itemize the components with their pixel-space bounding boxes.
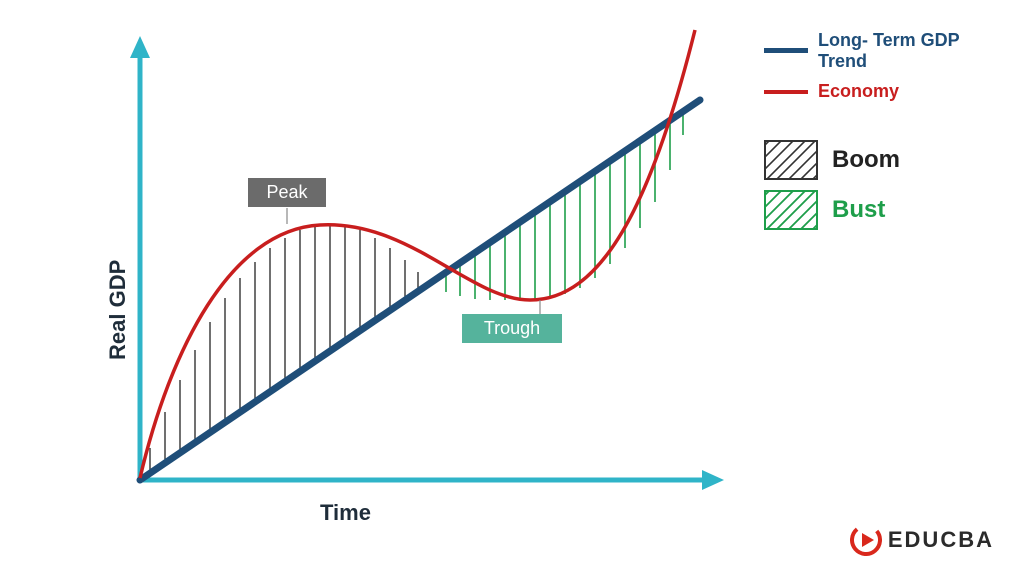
x-axis-arrow (702, 470, 724, 490)
y-axis-label: Real GDP (105, 260, 131, 360)
peak-tag: Peak (248, 178, 326, 207)
x-axis-label: Time (320, 500, 371, 526)
logo-mark (850, 524, 882, 556)
legend-label-bust: Bust (832, 196, 885, 224)
trend-line (140, 100, 700, 480)
legend-line-economy (764, 90, 808, 94)
educba-logo: EDUCBA (850, 524, 994, 556)
diagram-canvas: Real GDP Time Peak Trough Long- Term GDP… (0, 0, 1024, 576)
legend-item-economy: Economy (764, 81, 984, 102)
legend-label-economy: Economy (818, 81, 899, 102)
legend-item-bust: Bust (764, 190, 984, 230)
bust-swatch (764, 190, 818, 230)
y-axis-arrow (130, 36, 150, 58)
legend-label-trend: Long- Term GDP Trend (818, 30, 984, 71)
boom-hatch-region (150, 224, 418, 473)
legend: Long- Term GDP Trend Economy Boom Bust (764, 30, 984, 240)
boom-swatch (764, 140, 818, 180)
legend-item-trend: Long- Term GDP Trend (764, 30, 984, 71)
legend-item-boom: Boom (764, 140, 984, 180)
logo-text: EDUCBA (888, 527, 994, 553)
economy-curve (140, 30, 695, 478)
trough-tag: Trough (462, 314, 562, 343)
legend-line-trend (764, 48, 808, 53)
legend-label-boom: Boom (832, 146, 900, 174)
